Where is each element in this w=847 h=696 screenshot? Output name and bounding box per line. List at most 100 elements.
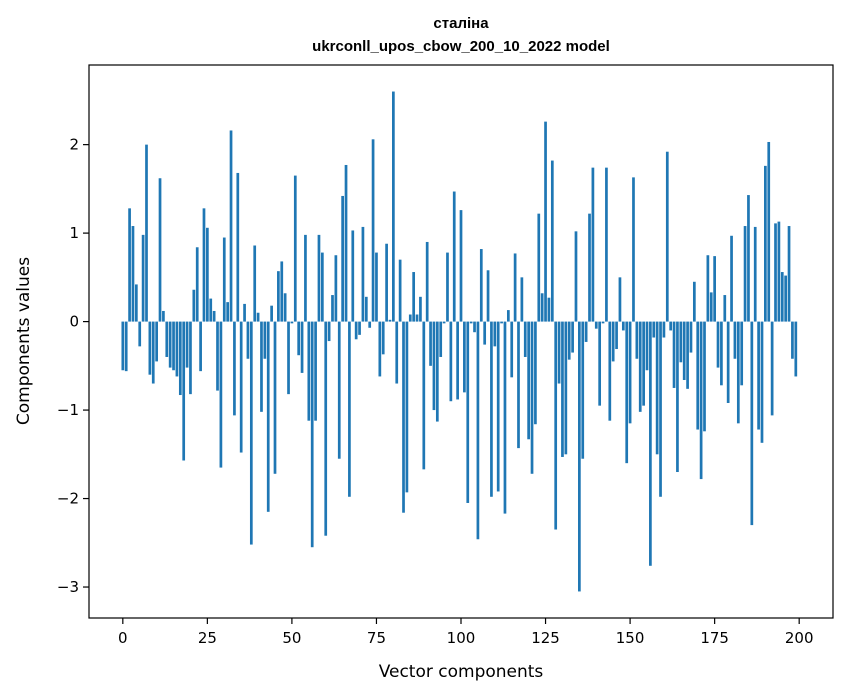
bar (371, 139, 375, 322)
y-tick-label: 0 (69, 313, 79, 331)
bar (720, 321, 723, 386)
bar (557, 321, 561, 384)
bar (665, 151, 669, 322)
bar (466, 321, 470, 503)
bar (151, 321, 155, 384)
bar (388, 319, 392, 322)
bar (253, 245, 257, 322)
bar (243, 303, 246, 322)
bar (432, 321, 436, 411)
bar (550, 160, 554, 322)
bar (554, 321, 558, 530)
bar (236, 172, 240, 322)
x-tick-label: 150 (616, 629, 645, 647)
bar (581, 321, 585, 459)
bar (726, 321, 730, 403)
bar (659, 321, 662, 497)
bar (696, 321, 700, 430)
bar (361, 226, 365, 322)
bar (266, 321, 270, 512)
bar (145, 144, 148, 322)
bar (314, 321, 317, 421)
bar (598, 321, 602, 406)
bar (212, 310, 216, 322)
bar (561, 321, 564, 457)
bar (219, 321, 223, 468)
bar (510, 321, 514, 378)
bar (540, 293, 544, 322)
bar (486, 270, 490, 322)
bar (490, 321, 493, 497)
bar (246, 321, 250, 359)
y-axis-label: Components values (14, 257, 34, 425)
bar (287, 321, 290, 395)
bar (155, 321, 158, 362)
bar (496, 321, 500, 492)
bar (513, 253, 517, 322)
bar (500, 321, 503, 324)
bar (770, 321, 774, 416)
bar (476, 321, 480, 540)
bar (567, 321, 571, 360)
bar (178, 321, 182, 396)
bar (317, 234, 321, 322)
bar (780, 272, 784, 322)
chart-title: сталіна (433, 15, 489, 32)
bar (791, 321, 794, 359)
bar (233, 321, 236, 416)
chart-subtitle: ukrconll_upos_cbow_200_10_2022 model (312, 38, 610, 55)
bar (530, 321, 534, 474)
bar (202, 208, 206, 322)
bar (635, 321, 639, 359)
bar (364, 296, 368, 322)
bar (435, 321, 439, 422)
bar (632, 177, 635, 322)
bar (479, 249, 483, 322)
bar (571, 321, 574, 353)
bar (628, 321, 632, 424)
bar (760, 321, 764, 443)
bar (672, 321, 676, 388)
bar (429, 321, 432, 366)
bar (537, 213, 541, 322)
bar (692, 281, 696, 322)
x-tick-label: 175 (700, 629, 729, 647)
bar (277, 271, 280, 322)
bar (753, 226, 757, 322)
bar (297, 321, 301, 356)
bar (395, 321, 399, 384)
bar (199, 321, 202, 372)
bar (408, 314, 412, 322)
bar (699, 321, 703, 480)
bar (378, 321, 382, 377)
bar (185, 321, 189, 368)
bar (588, 213, 591, 322)
bar (764, 165, 767, 322)
bar (341, 195, 344, 322)
bar (425, 241, 429, 322)
bar (398, 259, 402, 322)
bar (175, 321, 179, 377)
bar (584, 321, 588, 342)
bar (422, 321, 426, 470)
bar (652, 321, 656, 338)
bar (463, 321, 466, 393)
bar (618, 277, 622, 322)
bar (273, 321, 277, 474)
bar (158, 178, 162, 322)
y-tick-label: −3 (57, 578, 79, 596)
bar (649, 321, 652, 566)
bar (794, 321, 798, 377)
bar (229, 130, 233, 322)
bar (638, 321, 642, 412)
bar (304, 234, 307, 322)
bar (730, 235, 733, 322)
y-tick-label: −2 (57, 490, 79, 508)
bar (506, 310, 510, 322)
bar (452, 191, 456, 322)
bar (446, 252, 449, 322)
x-axis-label: Vector components (379, 662, 544, 682)
bar (564, 321, 568, 455)
bar (385, 243, 388, 322)
bar (686, 321, 689, 389)
